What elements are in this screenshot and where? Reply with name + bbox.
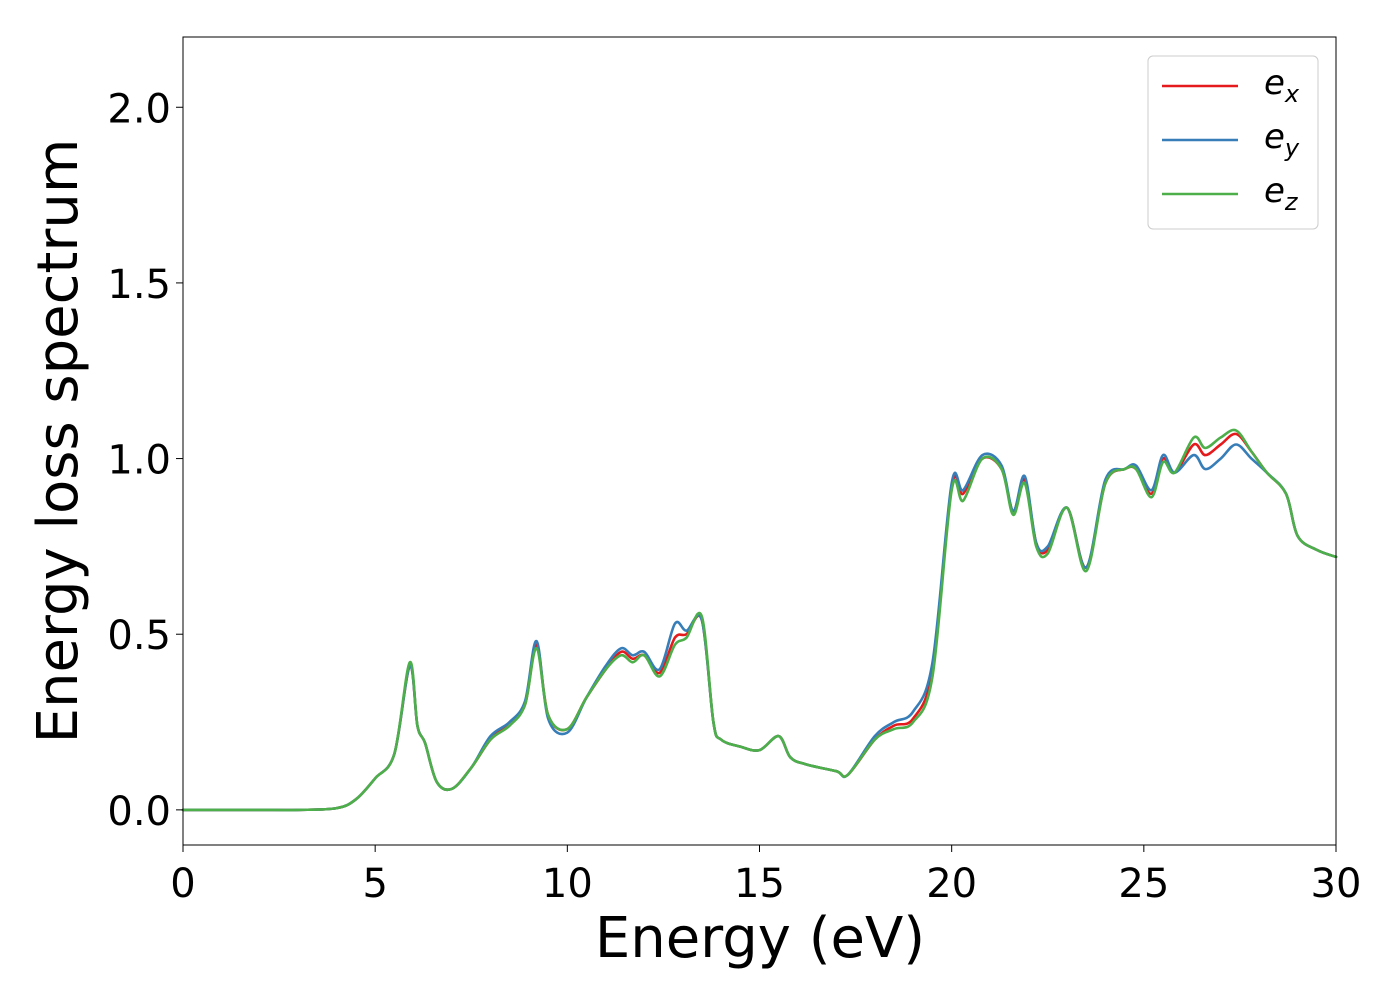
y-tick-label: 1.5	[107, 262, 171, 308]
x-tick-label: 20	[926, 861, 977, 907]
legend-label-ex: ex	[1264, 63, 1300, 108]
legend-box	[1147, 55, 1319, 230]
x-tick-label: 15	[734, 861, 785, 907]
series-line-e-z	[181, 428, 1338, 812]
y-tick-label: 1.0	[107, 438, 171, 484]
y-tick-label: 2.0	[107, 86, 171, 132]
legend-subscript: z	[1284, 188, 1299, 216]
legend-subscript: x	[1284, 80, 1300, 108]
x-tick-label: 5	[362, 861, 387, 907]
legend-subscript: y	[1284, 134, 1300, 162]
y-axis-title: Energy loss spectrum	[26, 139, 91, 744]
legend-label-ey: ey	[1264, 117, 1300, 162]
x-tick-label: 30	[1311, 861, 1362, 907]
y-axis-ticks: 0.0 0.5 1.0 1.5 2.0	[107, 86, 183, 835]
x-tick-label: 0	[170, 861, 195, 907]
x-tick-label: 25	[1118, 861, 1169, 907]
y-tick-label: 0.5	[107, 613, 171, 659]
x-axis-ticks: 0 5 10 15 20 25 30	[170, 845, 1361, 907]
x-tick-label: 10	[542, 861, 593, 907]
y-tick-label: 0.0	[107, 789, 171, 835]
x-axis-title: Energy (eV)	[595, 906, 925, 971]
series-lines	[181, 428, 1338, 812]
